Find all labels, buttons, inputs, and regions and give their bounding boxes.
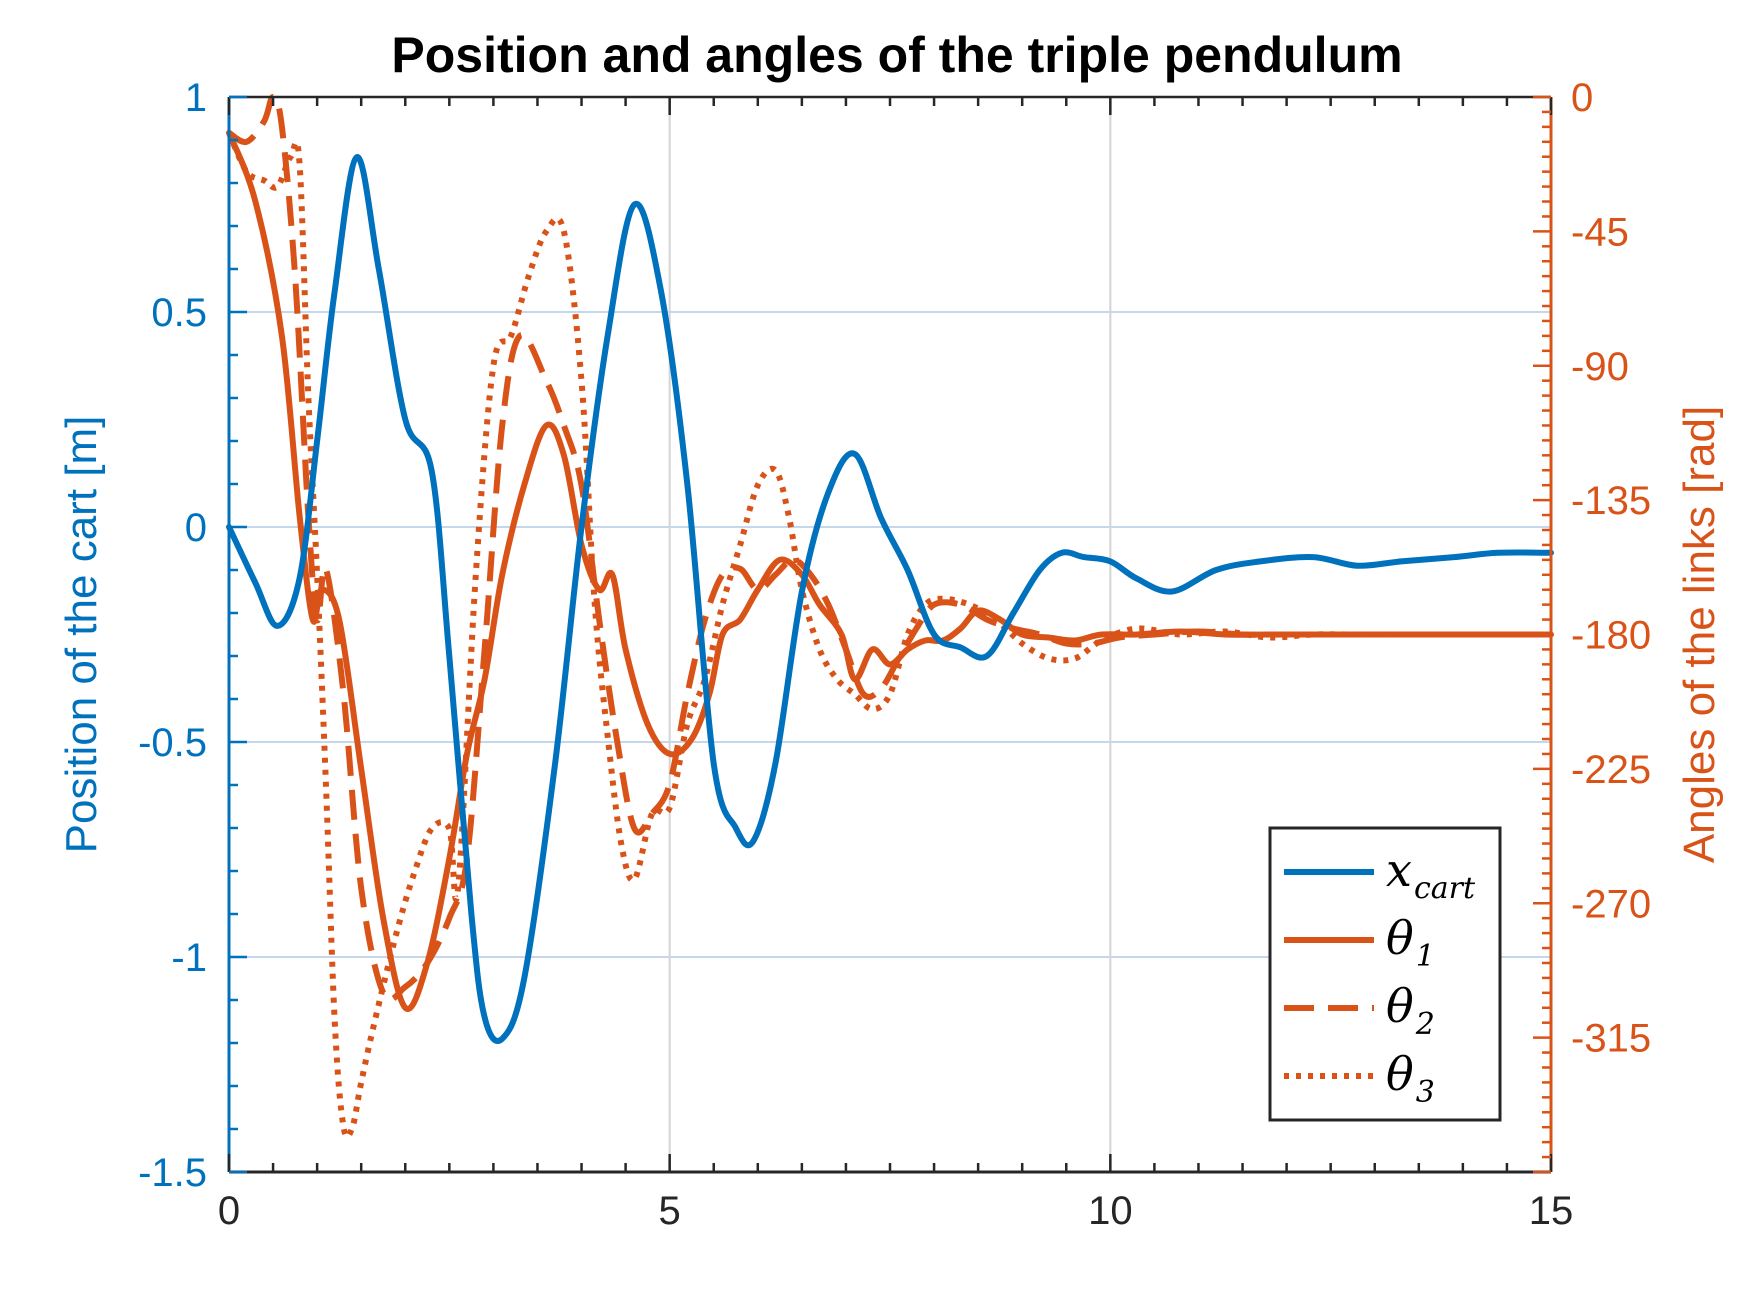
- legend-subscript: 2: [1415, 1007, 1435, 1042]
- series-layer: [226, 93, 1554, 1140]
- left-tick-label: -1: [171, 936, 207, 980]
- right-tick-label: -180: [1571, 614, 1651, 658]
- right-tick-label: -90: [1571, 345, 1629, 389]
- legend-subscript: 1: [1416, 939, 1435, 974]
- left-tick-label: 0: [185, 506, 207, 550]
- right-tick-label: 0: [1571, 76, 1593, 120]
- right-tick-label: -135: [1571, 479, 1651, 523]
- series-line-x-cart: [226, 154, 1554, 1044]
- x-tick-label: 5: [659, 1189, 681, 1233]
- left-tick-label: 1: [185, 76, 207, 120]
- right-tick-label: -270: [1571, 882, 1651, 926]
- x-tick-label: 10: [1088, 1189, 1133, 1233]
- left-tick-label: -1.5: [138, 1151, 207, 1195]
- left-axis-label: Position of the cart [m]: [57, 416, 106, 854]
- legend-subscript: cart: [1414, 871, 1476, 906]
- chart-title: Position and angles of the triple pendul…: [391, 27, 1402, 83]
- right-tick-label: -45: [1571, 210, 1629, 254]
- legend-box: [1268, 826, 1502, 1122]
- right-axis-label: Angles of the links [rad]: [1675, 406, 1724, 863]
- x-tick-label: 15: [1529, 1189, 1574, 1233]
- left-tick-label: -0.5: [138, 721, 207, 765]
- legend-subscript: 3: [1416, 1075, 1435, 1110]
- series-line-theta-1: [226, 129, 1554, 1013]
- axes: [227, 95, 1553, 1174]
- right-tick-label: -225: [1571, 748, 1651, 792]
- x-tick-label: 0: [218, 1189, 240, 1233]
- left-tick-label: 0.5: [151, 291, 207, 335]
- tick-labels: 0 5 10 1510.50-0.5-1-1.50-45-90-135-180-225…: [138, 76, 1651, 1233]
- right-tick-label: -315: [1571, 1017, 1651, 1061]
- legend-label-theta-2: θ2: [1386, 979, 1435, 1042]
